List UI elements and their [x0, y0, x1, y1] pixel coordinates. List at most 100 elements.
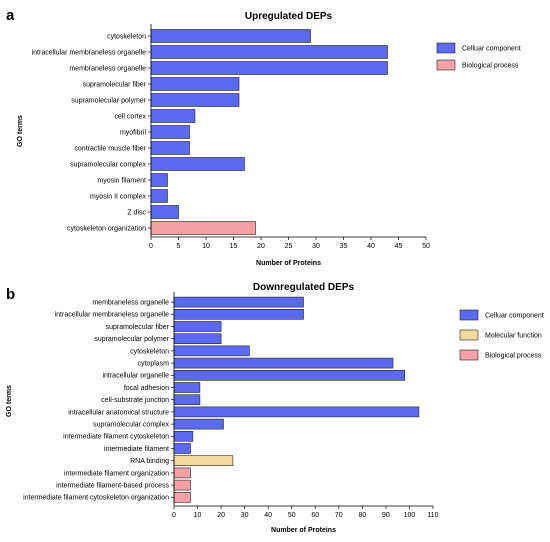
y-axis-title: GO terms — [6, 385, 13, 417]
x-tick-label: 0 — [149, 243, 153, 250]
category-label: intracellular membraneless organelle — [32, 49, 146, 56]
x-tick-label: 20 — [257, 243, 265, 250]
x-tick-label: 30 — [312, 243, 320, 250]
category-label: myosin filament — [97, 177, 146, 184]
x-tick-label: 20 — [217, 512, 225, 519]
bar — [150, 61, 388, 75]
legend-label: Biological process — [462, 63, 519, 70]
panel-letter: b — [6, 286, 15, 303]
category-label: intermediate filament organization — [64, 470, 169, 477]
bar — [150, 77, 240, 91]
bar — [150, 157, 245, 171]
x-tick-label: 40 — [367, 243, 375, 250]
category-label: focal adhesion — [124, 385, 169, 392]
bar — [173, 491, 191, 503]
x-tick-label: 50 — [288, 512, 296, 519]
x-tick-label: 50 — [422, 243, 430, 250]
category-label: cell-substrate junction — [101, 397, 169, 404]
chart-title: Upregulated DEPs — [245, 11, 333, 22]
x-tick-label: 5 — [177, 243, 181, 250]
bar — [150, 93, 240, 107]
x-tick-label: 60 — [311, 512, 319, 519]
x-tick-label: 90 — [382, 512, 390, 519]
bar — [173, 479, 191, 491]
chart-panel-b: b Downregulated DEPs membraneless organell… — [6, 282, 544, 534]
category-label: membraneless organelle — [69, 65, 146, 72]
bar — [150, 29, 311, 43]
legend-label: Biological process — [485, 353, 542, 360]
x-tick-label: 45 — [395, 243, 403, 250]
bar — [150, 189, 168, 203]
category-label: intracellular organelle — [102, 373, 169, 380]
legend-swatch — [459, 309, 479, 321]
bar — [173, 443, 191, 454]
category-label: myofibril — [120, 129, 147, 136]
x-tick-label: 70 — [335, 512, 343, 519]
legend-swatch — [459, 349, 479, 361]
legend-swatch — [459, 329, 479, 341]
bar — [173, 296, 304, 308]
category-label: supramolecular complex — [93, 422, 169, 429]
bar — [173, 418, 224, 430]
category-label: supramolecular fiber — [106, 324, 170, 331]
category-label: supramolecular polymer — [94, 336, 169, 343]
bar — [173, 430, 194, 442]
category-label: RNA binding — [130, 458, 169, 465]
legend-label: Celluar component — [485, 313, 544, 320]
bar — [150, 125, 190, 139]
x-tick-label: 0 — [172, 512, 176, 519]
y-axis-title: GO terms — [17, 115, 24, 147]
x-tick-label: 100 — [404, 512, 416, 519]
category-label: intermediate filament cytoskeleton — [63, 434, 169, 441]
category-label: membraneless organelle — [92, 300, 169, 307]
category-label: intracellular membraneless organelle — [55, 312, 169, 319]
category-label: intermediate filament-based process — [56, 483, 169, 490]
category-label: myosin II complex — [90, 193, 147, 200]
legend: Celluar component Biological process — [436, 42, 521, 71]
bar — [173, 455, 234, 467]
bar — [150, 109, 196, 123]
x-tick-label: 110 — [427, 512, 438, 519]
bar — [173, 308, 304, 320]
x-tick-label: 35 — [340, 243, 348, 250]
category-label: supramolecular polymer — [71, 97, 146, 104]
x-tick-label: 10 — [194, 512, 202, 519]
category-label: cell cortex — [114, 113, 146, 120]
category-label: intermediate filament — [104, 446, 169, 453]
bar — [150, 45, 388, 59]
x-tick-label: 40 — [264, 512, 272, 519]
category-label: supramolecular fiber — [83, 81, 147, 88]
x-tick-label: 80 — [358, 512, 366, 519]
category-label: intracellular anatomical structure — [68, 409, 169, 416]
bar — [150, 221, 256, 235]
legend-swatch — [436, 42, 456, 54]
category-label: Z disc — [127, 209, 146, 216]
panel-letter: a — [6, 7, 15, 24]
bar — [173, 345, 250, 357]
bar — [150, 173, 168, 187]
category-label: contractile muscle fiber — [74, 145, 146, 152]
chart-title: Downregulated DEPs — [253, 282, 355, 293]
x-axis-title: Number of Proteins — [256, 260, 321, 267]
legend-swatch — [436, 59, 456, 71]
legend-label: Molecular function — [485, 333, 542, 340]
bar — [173, 382, 201, 393]
x-axis-title: Number of Proteins — [271, 527, 336, 534]
category-label: cytoplasm — [137, 361, 169, 368]
legend: Celluar component Molecular function Biolo… — [459, 309, 544, 361]
bar — [173, 394, 201, 406]
category-label: intermediate filament cytoskeleton organ… — [23, 495, 169, 502]
bar — [173, 357, 394, 369]
bar — [173, 333, 222, 345]
bar — [173, 406, 420, 418]
category-label: cytoskeleton organization — [67, 225, 146, 232]
bar — [173, 369, 406, 381]
legend-label: Celluar component — [462, 46, 521, 53]
category-label: cytoskeleton — [107, 33, 146, 40]
chart-panel-a: a Upregulated DEPs cytoskeleton intracellul… — [6, 7, 521, 267]
x-tick-label: 30 — [241, 512, 249, 519]
bar — [173, 467, 191, 479]
bar — [173, 321, 222, 332]
bar — [150, 141, 190, 155]
